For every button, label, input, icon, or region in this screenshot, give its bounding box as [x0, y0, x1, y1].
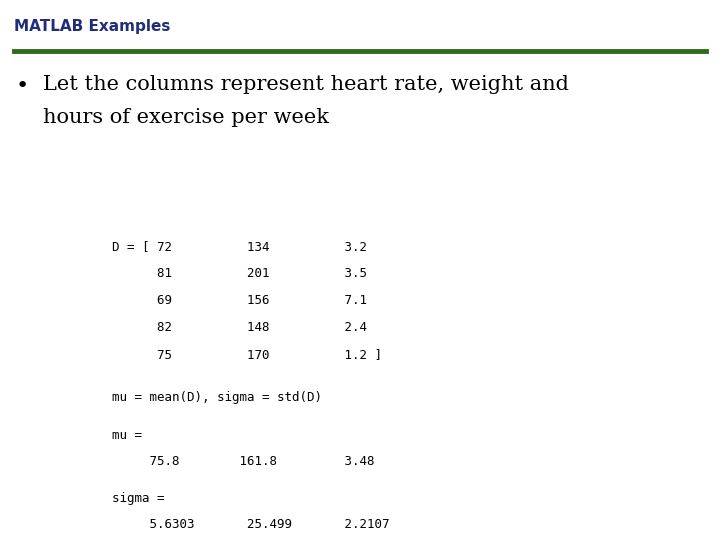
Text: MATLAB Examples: MATLAB Examples: [14, 19, 171, 34]
Text: 5.6303       25.499       2.2107: 5.6303 25.499 2.2107: [112, 518, 389, 531]
Text: sigma =: sigma =: [112, 492, 164, 505]
Text: 82          148          2.4: 82 148 2.4: [112, 321, 366, 334]
Text: D = [ 72          134          3.2: D = [ 72 134 3.2: [112, 240, 366, 253]
Text: Let the columns represent heart rate, weight and: Let the columns represent heart rate, we…: [43, 75, 569, 93]
Text: 75.8        161.8         3.48: 75.8 161.8 3.48: [112, 455, 374, 468]
Text: mu =: mu =: [112, 429, 142, 442]
Text: hours of exercise per week: hours of exercise per week: [43, 108, 329, 127]
Text: •: •: [16, 76, 29, 96]
Text: 69          156          7.1: 69 156 7.1: [112, 294, 366, 307]
Text: 75          170          1.2 ]: 75 170 1.2 ]: [112, 348, 382, 361]
Text: 81          201          3.5: 81 201 3.5: [112, 267, 366, 280]
Text: mu = mean(D), sigma = std(D): mu = mean(D), sigma = std(D): [112, 392, 322, 404]
